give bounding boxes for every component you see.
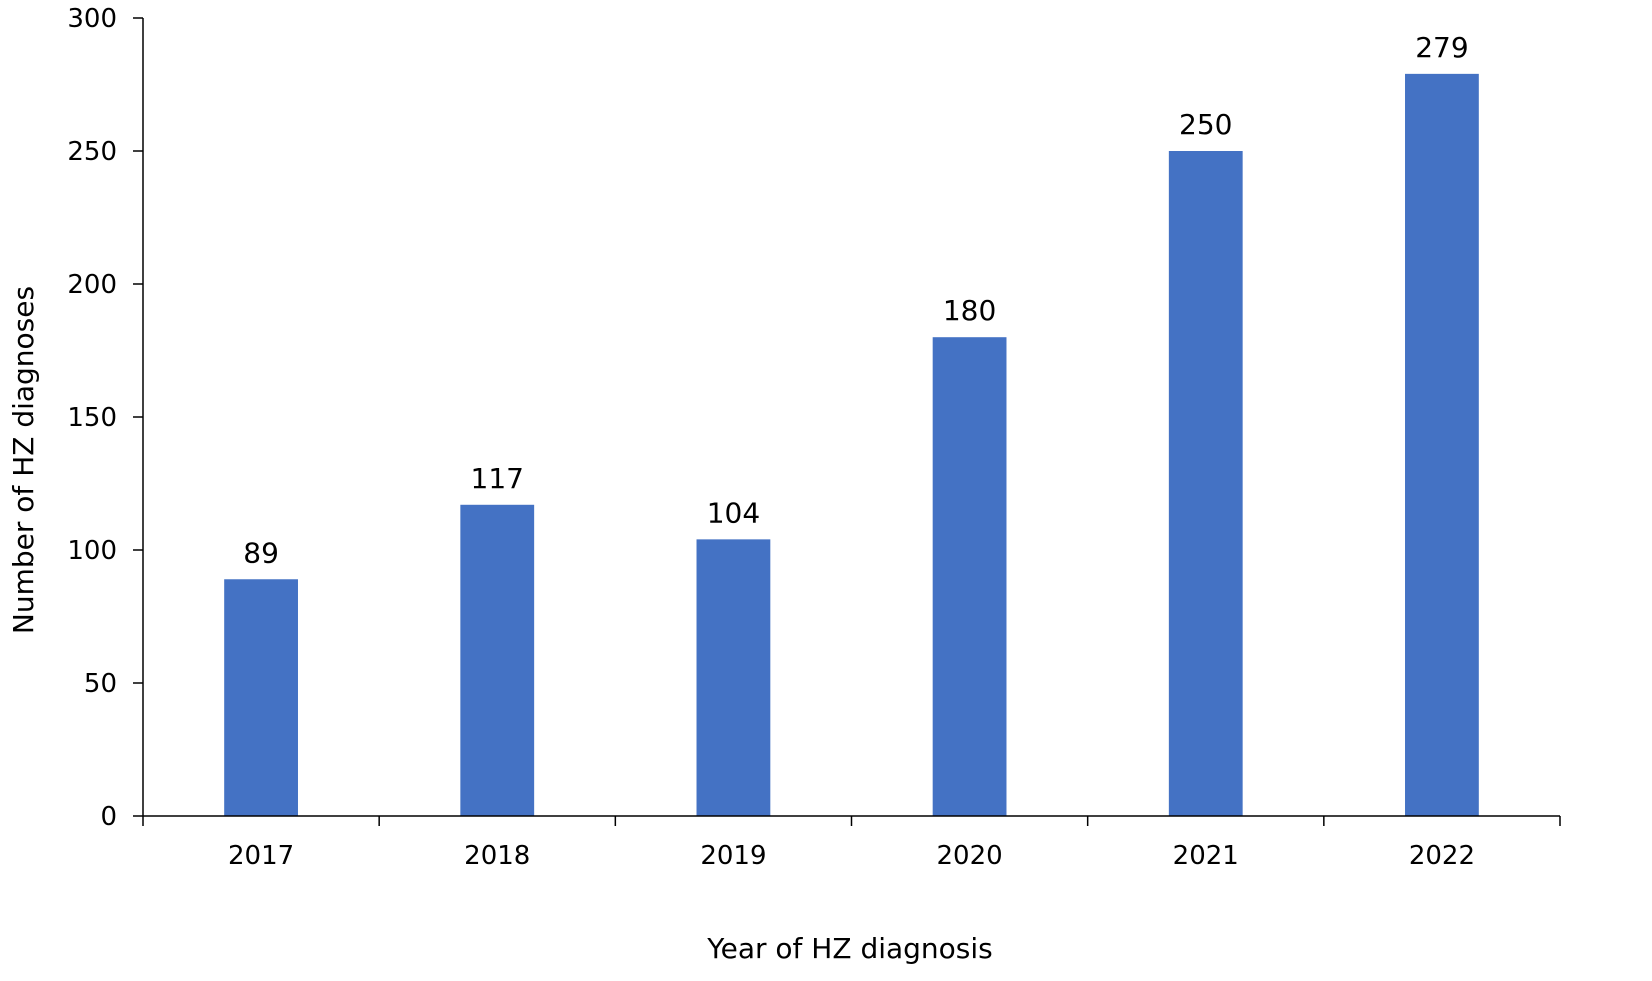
x-tick-label-2020: 2020 [936, 841, 1002, 871]
bar-2017 [224, 579, 298, 816]
x-tick-label-2018: 2018 [464, 841, 530, 871]
y-tick-label-300: 300 [67, 4, 117, 34]
y-axis-title: Number of HZ diagnoses [7, 286, 40, 634]
y-tick-label-50: 50 [84, 669, 117, 699]
bar-2022 [1405, 73, 1479, 817]
bar-2019 [696, 539, 771, 816]
data-label-2022: 279 [1415, 31, 1468, 64]
data-label-2017: 89 [243, 536, 279, 569]
y-tick-label-150: 150 [67, 403, 117, 433]
bar-2020 [932, 337, 1007, 816]
bar-2021 [1168, 151, 1243, 816]
y-tick-label-0: 0 [100, 802, 117, 832]
bar-2018 [460, 504, 535, 816]
data-label-2019: 104 [707, 496, 760, 529]
x-tick-label-2017: 2017 [228, 841, 294, 871]
data-label-2020: 180 [943, 294, 996, 327]
x-tick-label-2019: 2019 [700, 841, 766, 871]
y-tick-label-200: 200 [67, 270, 117, 300]
data-label-2018: 117 [471, 462, 524, 495]
y-tick-label-250: 250 [67, 137, 117, 167]
x-axis-title: Year of HZ diagnosis [706, 932, 993, 965]
x-tick-label-2021: 2021 [1173, 841, 1239, 871]
x-tick-label-2022: 2022 [1409, 841, 1475, 871]
data-label-2021: 250 [1179, 108, 1232, 141]
plot-area: 89 117 104 180 250 279 0 50 100 150 200 250 300 2017 2… [67, 4, 1561, 871]
y-tick-label-100: 100 [67, 536, 117, 566]
